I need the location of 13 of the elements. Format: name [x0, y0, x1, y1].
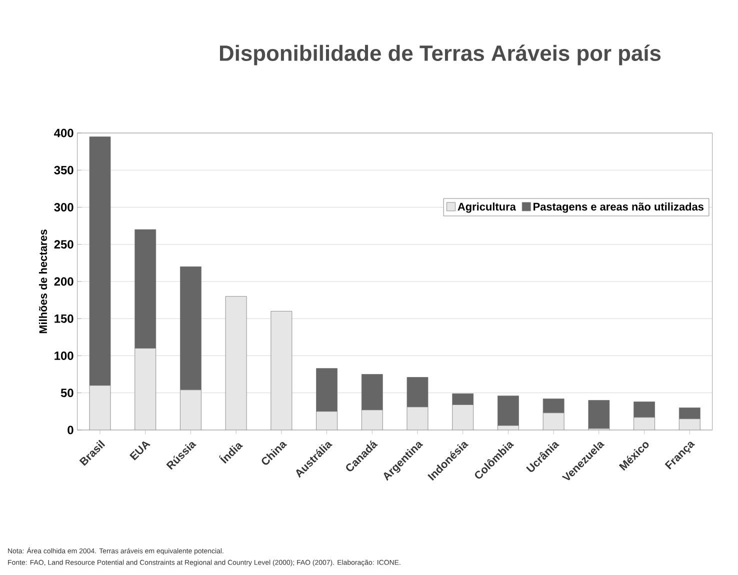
y-tick-label: 100: [54, 352, 74, 360]
y-tick-label: 300: [54, 203, 74, 212]
y-tick-label: 400: [54, 128, 74, 138]
y-tick-label: 50: [60, 388, 74, 398]
y-tick-label: 350: [54, 166, 74, 174]
legend-label: Agricultura: [458, 202, 516, 213]
y-tick-label: 150: [54, 314, 74, 323]
y-tick-label: 250: [54, 240, 74, 249]
y-tick-label: 200: [54, 277, 74, 286]
y-tick-label: 0: [68, 426, 74, 434]
legend-label: Pastagens e areas não utilizadas: [534, 202, 704, 213]
y-axis-title: Milhões de hectares: [38, 230, 48, 334]
chart-title: Disponibilidade de Terras Aráveis por país: [220, 44, 661, 66]
